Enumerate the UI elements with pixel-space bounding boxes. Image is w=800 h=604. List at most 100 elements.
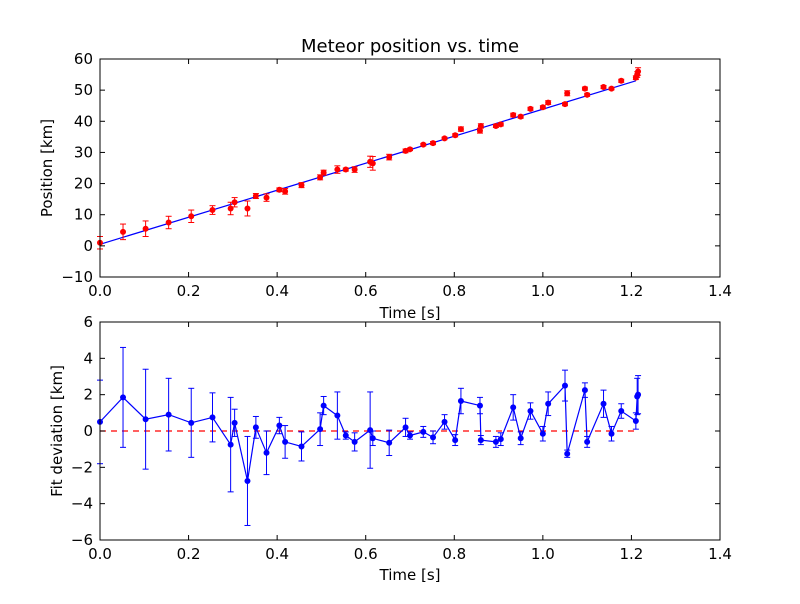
deviation-point	[608, 430, 615, 437]
deviation-point	[517, 435, 524, 442]
deviation-point	[209, 414, 216, 421]
position-point	[342, 166, 349, 173]
deviation-point	[334, 412, 341, 419]
position-point	[334, 166, 341, 173]
position-point	[252, 193, 259, 200]
deviation-point	[476, 402, 483, 409]
deviation-point	[635, 391, 642, 398]
deviation-point	[282, 438, 289, 445]
deviation-point	[452, 437, 459, 444]
position-point	[407, 146, 413, 153]
deviation-ytick-label: −6	[71, 531, 93, 549]
deviation-point	[320, 402, 327, 409]
position-point	[539, 104, 546, 111]
deviation-point	[165, 411, 172, 418]
deviation-point	[252, 424, 259, 431]
deviation-ytick-label: 2	[83, 386, 93, 404]
position-xtick-label: 0.0	[88, 282, 112, 300]
position-point	[420, 141, 427, 148]
position-point	[510, 112, 517, 119]
position-point	[282, 188, 289, 195]
deviation-point	[539, 430, 546, 437]
deviation-xtick-label: 0.0	[88, 545, 112, 563]
position-plot-ylabel: Position [km]	[38, 119, 56, 217]
position-point	[581, 85, 588, 92]
position-xtick-label: 0.2	[177, 282, 201, 300]
position-ytick-label: 60	[74, 50, 93, 68]
position-point	[188, 213, 195, 220]
position-xtick-label: 0.8	[442, 282, 466, 300]
position-point	[545, 99, 552, 106]
deviation-point	[342, 432, 349, 439]
position-point	[120, 228, 127, 235]
position-point	[527, 105, 534, 112]
deviation-point	[367, 427, 374, 434]
position-ytick-label: 20	[74, 175, 93, 193]
deviation-point	[407, 432, 413, 439]
deviation-point	[510, 404, 517, 411]
position-point	[492, 122, 499, 129]
position-xtick-label: 1.4	[708, 282, 732, 300]
deviation-point	[369, 435, 376, 442]
position-point	[477, 122, 484, 129]
deviation-point	[142, 416, 149, 423]
position-point	[564, 90, 571, 97]
position-xtick-label: 0.6	[354, 282, 378, 300]
deviation-xtick-label: 0.6	[354, 545, 378, 563]
position-point	[351, 166, 358, 173]
deviation-point	[386, 439, 393, 446]
deviation-point	[618, 408, 625, 415]
position-plot: Meteor position vs. time 0.0 0.2 0.4 0.6 0.8…	[38, 36, 732, 322]
position-point	[320, 169, 327, 176]
deviation-point	[298, 443, 305, 450]
position-point	[317, 174, 324, 181]
deviation-point	[457, 398, 464, 405]
position-xtick-label: 0.4	[265, 282, 289, 300]
deviation-xtick-label: 0.8	[442, 545, 466, 563]
position-point	[635, 68, 642, 75]
deviation-ytick-label: 0	[83, 422, 93, 440]
position-point	[165, 219, 172, 226]
position-point	[430, 140, 437, 147]
position-plot-xlabel: Time [s]	[379, 304, 441, 322]
position-xtick-label: 1.2	[619, 282, 643, 300]
position-point	[231, 199, 238, 206]
position-point	[562, 101, 568, 108]
position-point	[298, 182, 305, 189]
deviation-xtick-label: 0.4	[265, 545, 289, 563]
position-point	[584, 91, 591, 98]
deviation-point	[420, 428, 427, 435]
position-ytick-label: 40	[74, 112, 93, 130]
deviation-ytick-label: −2	[71, 458, 93, 476]
position-point	[369, 160, 376, 167]
deviation-line	[99, 384, 639, 482]
deviation-ytick-label: 4	[83, 349, 93, 367]
position-ytick-label: 0	[83, 237, 93, 255]
deviation-point	[120, 394, 127, 401]
deviation-point	[477, 437, 484, 444]
position-plot-frame	[99, 58, 721, 278]
position-point	[497, 121, 504, 128]
deviation-point	[564, 450, 571, 457]
deviation-point	[545, 400, 552, 407]
deviation-point	[231, 419, 238, 426]
deviation-point	[492, 438, 499, 445]
deviation-point	[263, 449, 270, 456]
position-plot-ticks: 0.0 0.2 0.4 0.6 0.8 1.0 1.2 1.4 −10 0 10 20 30 40 50 60	[61, 50, 732, 300]
deviation-point	[562, 382, 568, 389]
position-point	[452, 132, 459, 139]
position-point	[244, 205, 251, 212]
deviation-point	[276, 422, 283, 429]
deviation-point	[430, 434, 437, 441]
deviation-plot-xlabel: Time [s]	[379, 566, 441, 584]
position-ytick-label: 50	[74, 81, 93, 99]
deviation-point	[497, 436, 504, 443]
position-point	[263, 194, 270, 201]
position-ytick-label: 30	[74, 143, 93, 161]
position-xtick-label: 1.0	[531, 282, 555, 300]
position-point	[476, 127, 483, 134]
position-ytick-label: 10	[74, 206, 93, 224]
deviation-point	[600, 400, 607, 407]
deviation-ytick-label: −4	[71, 495, 93, 513]
